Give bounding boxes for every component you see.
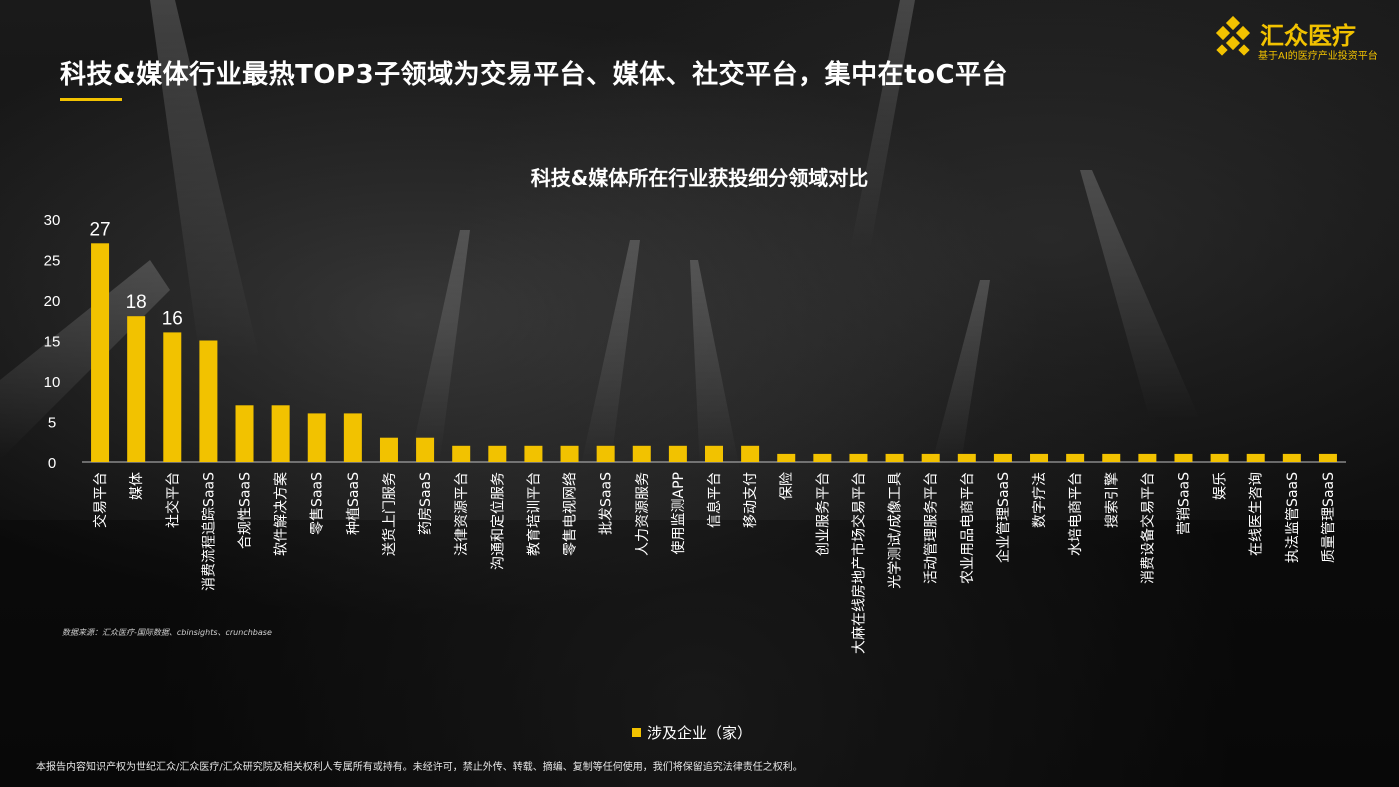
category-label: 移动支付 <box>743 472 759 528</box>
copyright-footer: 本报告内容知识产权为世纪汇众/汇众医疗/汇众研究院及相关权利人专属所有或持有。未… <box>36 762 803 773</box>
data-label: 18 <box>126 292 147 313</box>
y-tick-label: 20 <box>44 293 61 310</box>
category-label: 农业用品电商平台 <box>960 472 976 584</box>
bar <box>1102 453 1121 462</box>
bar <box>1066 453 1085 462</box>
y-tick-label: 25 <box>44 253 61 270</box>
y-tick-label: 15 <box>44 334 61 351</box>
bar <box>921 453 940 462</box>
category-label: 创业服务平台 <box>815 472 831 556</box>
logo: 汇众医疗 基于AI的医疗产业投资平台 <box>1212 14 1392 64</box>
category-label: 媒体 <box>129 472 145 500</box>
bar <box>1246 453 1265 462</box>
category-label: 信息平台 <box>706 472 723 528</box>
bar <box>777 453 796 462</box>
source-note: 数据来源：汇众医疗-国际数据、cbinsights、crunchbase <box>62 628 272 637</box>
category-label: 使用监测APP <box>670 472 687 554</box>
bar <box>127 316 146 462</box>
category-label: 企业管理SaaS <box>995 472 1012 563</box>
bar <box>813 453 832 462</box>
bar <box>1318 453 1337 462</box>
bar <box>1282 453 1301 462</box>
category-label: 零售电视网络 <box>563 472 579 556</box>
bar <box>1030 453 1049 462</box>
bar <box>163 332 182 462</box>
category-label: 人力资源服务 <box>635 472 651 556</box>
category-label: 消费设备交易平台 <box>1139 472 1156 584</box>
title-underline <box>60 98 122 101</box>
bar <box>524 445 543 462</box>
legend-label: 涉及企业（家） <box>647 724 753 742</box>
bar <box>1174 453 1193 462</box>
data-label: 27 <box>89 219 110 240</box>
category-label: 沟通和定位服务 <box>490 472 506 570</box>
bar <box>271 405 290 462</box>
category-label: 批发SaaS <box>599 472 615 535</box>
bar <box>560 445 579 462</box>
bar <box>957 453 976 462</box>
legend-swatch <box>632 728 641 737</box>
bar <box>416 437 435 462</box>
category-label: 软件解决方案 <box>273 472 290 556</box>
bar <box>379 437 398 462</box>
bar <box>668 445 687 462</box>
page-title: 科技&媒体行业最热TOP3子领域为交易平台、媒体、社交平台，集中在toC平台 <box>60 60 1009 90</box>
category-label: 数字疗法 <box>1032 472 1048 528</box>
legend: 涉及企业（家） <box>632 722 752 743</box>
category-label: 社交平台 <box>164 472 181 528</box>
category-label: 搜索引擎 <box>1103 472 1120 528</box>
category-label: 种植SaaS <box>346 472 362 535</box>
bar <box>1210 453 1229 462</box>
category-label: 娱乐 <box>1213 472 1229 500</box>
category-label: 送货上门服务 <box>381 472 398 556</box>
logo-name: 汇众医疗 <box>1260 22 1356 50</box>
category-label: 质量管理SaaS <box>1321 472 1337 563</box>
bar <box>849 453 868 462</box>
bar <box>993 453 1012 462</box>
category-label: 活动管理服务平台 <box>924 472 940 584</box>
bar <box>705 445 723 462</box>
y-tick-label: 30 <box>44 212 61 229</box>
bar <box>235 405 254 462</box>
bar <box>632 445 651 462</box>
bar <box>488 445 507 462</box>
category-label: 零售SaaS <box>310 472 326 535</box>
y-tick-label: 0 <box>48 455 56 472</box>
data-label: 16 <box>162 308 183 329</box>
chart-title: 科技&媒体所在行业获投细分领域对比 <box>530 166 869 190</box>
bar <box>343 413 362 462</box>
y-tick-label: 10 <box>44 374 61 391</box>
category-label: 光学测试/成像工具 <box>888 472 904 589</box>
category-label: 法律资源平台 <box>454 472 470 556</box>
category-label: 教育培训平台 <box>526 472 542 556</box>
bar <box>91 243 110 462</box>
bar <box>452 445 471 462</box>
category-label: 消费流程追踪SaaS <box>201 472 217 591</box>
category-label: 营销SaaS <box>1176 472 1192 535</box>
bar <box>199 340 218 462</box>
bar <box>741 445 760 462</box>
y-tick-label: 5 <box>48 415 56 432</box>
bar <box>596 445 615 462</box>
bar <box>307 413 326 462</box>
category-label: 大麻在线房地产市场交易平台 <box>850 472 867 654</box>
category-label: 水培电商平台 <box>1068 472 1084 556</box>
category-label: 交易平台 <box>92 472 109 528</box>
category-label: 合规性SaaS <box>238 472 254 549</box>
logo-subtitle: 基于AI的医疗产业投资平台 <box>1258 51 1378 62</box>
bar <box>1138 453 1157 462</box>
bar <box>885 453 904 462</box>
category-label: 在线医生咨询 <box>1249 472 1265 556</box>
category-label: 药房SaaS <box>418 472 434 535</box>
category-label: 执法监管SaaS <box>1285 472 1301 563</box>
logo-icon <box>1215 16 1251 56</box>
category-label: 保险 <box>779 472 795 500</box>
